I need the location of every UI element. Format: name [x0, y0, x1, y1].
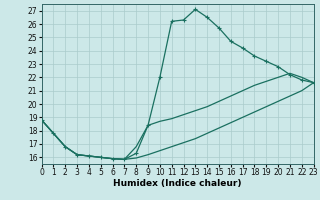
X-axis label: Humidex (Indice chaleur): Humidex (Indice chaleur) — [113, 179, 242, 188]
